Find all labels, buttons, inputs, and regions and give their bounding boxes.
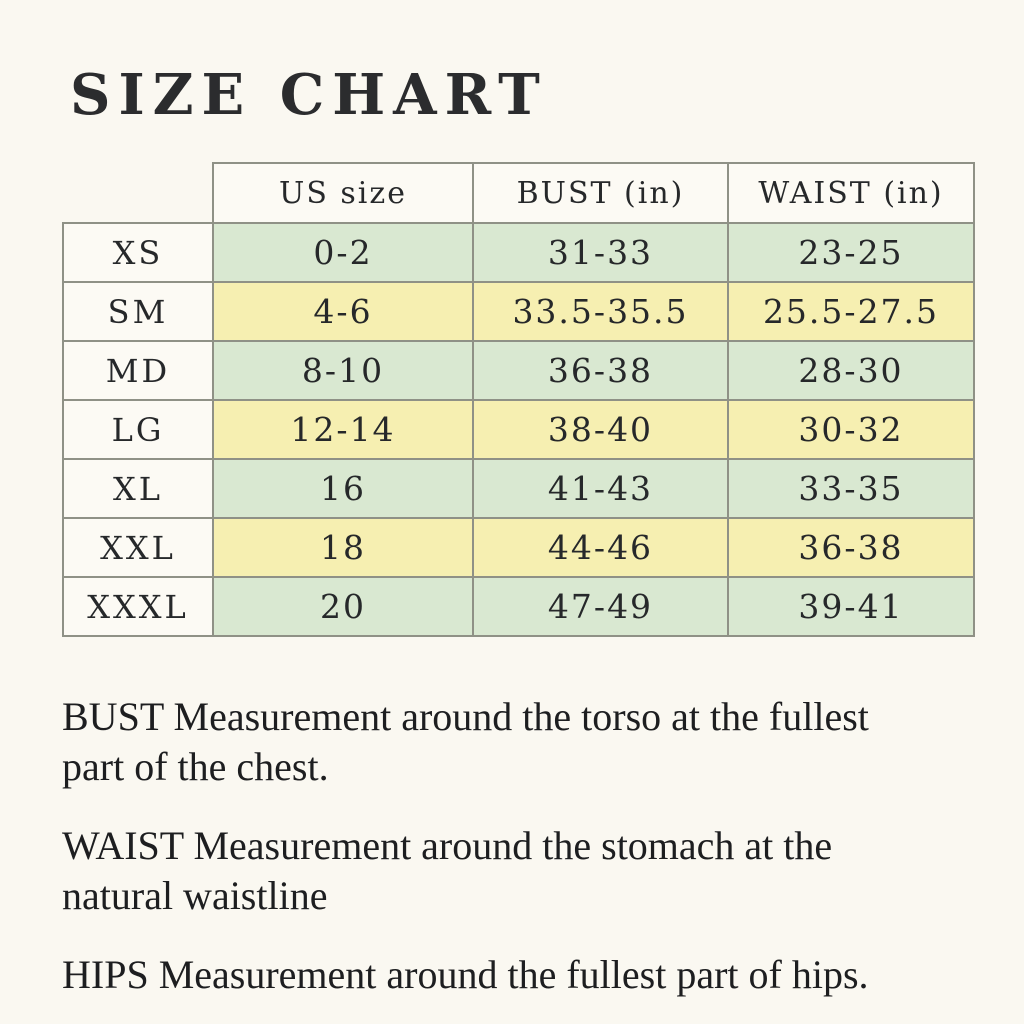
- bust-cell: 44-46: [472, 517, 729, 578]
- page-title: SIZE CHART: [70, 62, 548, 128]
- table-row: XS 0-2 31-33 23-25: [62, 222, 975, 283]
- bust-cell: 31-33: [472, 222, 729, 283]
- table-row: LG 12-14 38-40 30-32: [62, 399, 975, 460]
- us-size-cell: 18: [212, 517, 474, 578]
- size-table: US size BUST (in) WAIST (in) XS 0-2 31-3…: [62, 162, 975, 637]
- column-header-waist: WAIST (in): [727, 162, 975, 224]
- size-label-cell: SM: [62, 281, 214, 342]
- measurement-note: WAIST Measurement around the stomach at …: [62, 822, 833, 919]
- us-size-cell: 16: [212, 458, 474, 519]
- bust-cell: 47-49: [472, 576, 729, 637]
- size-label-cell: XL: [62, 458, 214, 519]
- table-row: SM 4-6 33.5-35.5 25.5-27.5: [62, 281, 975, 342]
- corner-cell: [63, 163, 213, 223]
- bust-cell: 38-40: [472, 399, 729, 460]
- us-size-cell: 0-2: [212, 222, 474, 283]
- measurement-note: HIPS Measurement around the fullest part…: [62, 951, 869, 997]
- table-row: XXXL 20 47-49 39-41: [62, 576, 975, 637]
- size-table-header: US size BUST (in) WAIST (in): [63, 162, 975, 224]
- size-table-body: XS 0-2 31-33 23-25 SM 4-6 33.5-35.5 25.5…: [62, 222, 975, 637]
- header-row: US size BUST (in) WAIST (in): [63, 162, 975, 224]
- us-size-cell: 20: [212, 576, 474, 637]
- table-row: MD 8-10 36-38 28-30: [62, 340, 975, 401]
- bust-cell: 41-43: [472, 458, 729, 519]
- waist-cell: 23-25: [727, 222, 975, 283]
- column-header-us-size: US size: [212, 162, 474, 224]
- waist-cell: 36-38: [727, 517, 975, 578]
- size-label-cell: XXL: [62, 517, 214, 578]
- us-size-cell: 8-10: [212, 340, 474, 401]
- size-label-cell: MD: [62, 340, 214, 401]
- table-row: XXL 18 44-46 36-38: [62, 517, 975, 578]
- size-label-cell: LG: [62, 399, 214, 460]
- bust-cell: 33.5-35.5: [472, 281, 729, 342]
- column-header-bust: BUST (in): [472, 162, 729, 224]
- waist-cell: 33-35: [727, 458, 975, 519]
- waist-cell: 39-41: [727, 576, 975, 637]
- waist-cell: 30-32: [727, 399, 975, 460]
- us-size-cell: 12-14: [212, 399, 474, 460]
- measurement-note: BUST Measurement around the torso at the…: [62, 694, 869, 790]
- waist-cell: 25.5-27.5: [727, 281, 975, 342]
- measurement-notes: BUST Measurement around the torso at the…: [62, 692, 997, 1024]
- size-label-cell: XS: [62, 222, 214, 283]
- us-size-cell: 4-6: [212, 281, 474, 342]
- table-row: XL 16 41-43 33-35: [62, 458, 975, 519]
- waist-cell: 28-30: [727, 340, 975, 401]
- size-label-cell: XXXL: [62, 576, 214, 637]
- bust-cell: 36-38: [472, 340, 729, 401]
